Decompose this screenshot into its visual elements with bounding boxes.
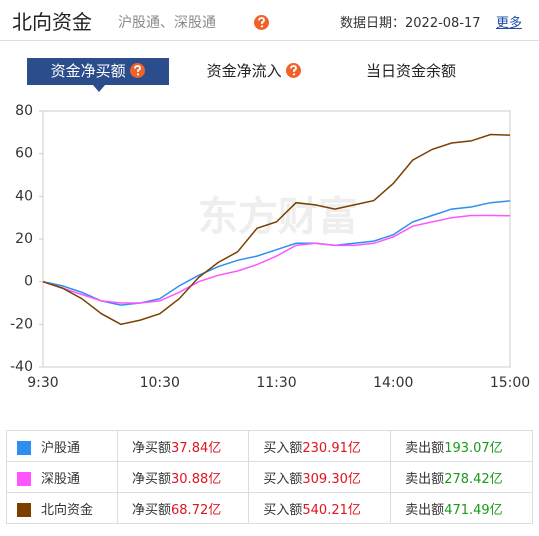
tab-active[interactable]: 资金净买额 xyxy=(27,58,169,92)
field-value: 540.21亿 xyxy=(302,502,361,518)
summary-table: 沪股通 净买额37.84亿 买入额230.91亿 卖出额193.07亿 深股通 净买额30… xyxy=(6,430,533,524)
line xyxy=(42,214,511,304)
data-date: 数据日期：2022-08-17 xyxy=(340,16,481,31)
x-tick-label: 14:00 xyxy=(373,375,413,391)
y-tick-label: -40 xyxy=(10,359,33,375)
legend-label: 深股通 xyxy=(41,471,81,487)
tab[interactable]: 资金净流入 xyxy=(183,58,325,85)
y-tick-label: 60 xyxy=(15,146,33,162)
field-value: 278.42亿 xyxy=(444,471,503,487)
y-tick-label: 20 xyxy=(15,231,33,247)
tab-label: 资金净买额 xyxy=(50,62,126,80)
field-value: 68.72亿 xyxy=(171,502,222,518)
field-label: 卖出额 xyxy=(405,440,445,456)
cell: 深股通 xyxy=(6,461,118,493)
x-tick-label: 15:00 xyxy=(490,375,530,391)
cell: 净买额30.88亿 xyxy=(116,461,250,493)
field-label: 买入额 xyxy=(263,440,303,456)
table-row: 深股通 净买额30.88亿 买入额309.30亿 卖出额278.42亿 xyxy=(6,461,533,493)
cell: 净买额68.72亿 xyxy=(116,492,250,524)
legend-label: 沪股通 xyxy=(41,440,81,456)
table-row: 沪股通 净买额37.84亿 买入额230.91亿 卖出额193.07亿 xyxy=(6,430,533,462)
field-value: 193.07亿 xyxy=(444,440,503,456)
chart: 东方财富 -40 -20 0 20 40 60 80 9:30 10:30 11:30 14:00 1… xyxy=(10,103,530,391)
tab-label: 资金净流入 xyxy=(206,62,282,80)
cell: 卖出额278.42亿 xyxy=(390,461,533,493)
y-tick-label: 80 xyxy=(15,103,33,119)
field-label: 卖出额 xyxy=(405,471,445,487)
field-value: 30.88亿 xyxy=(171,471,222,487)
table-row: 北向资金 净买额68.72亿 买入额540.21亿 卖出额471.49亿 xyxy=(6,492,533,524)
legend-swatch xyxy=(17,503,31,517)
legend-swatch xyxy=(17,472,31,486)
cell: 净买额37.84亿 xyxy=(116,430,250,462)
help-icon[interactable] xyxy=(130,63,146,78)
y-tick-label: 40 xyxy=(15,188,33,204)
field-label: 卖出额 xyxy=(405,502,445,518)
line xyxy=(42,133,511,326)
field-label: 净买额 xyxy=(132,440,172,456)
cell: 卖出额471.49亿 xyxy=(390,492,533,524)
legend-swatch xyxy=(17,441,31,455)
tab-label: 当日资金余额 xyxy=(365,62,456,80)
x-tick-label: 11:30 xyxy=(256,375,296,391)
y-tick-label: -20 xyxy=(10,316,33,332)
cell: 沪股通 xyxy=(6,430,118,462)
field-label: 买入额 xyxy=(263,502,303,518)
help-icon[interactable] xyxy=(286,63,302,78)
title: 北向资金 xyxy=(12,10,92,34)
field-label: 买入额 xyxy=(263,471,303,487)
cell: 北向资金 xyxy=(6,492,118,524)
cell: 卖出额193.07亿 xyxy=(390,430,533,462)
x-tick-label: 9:30 xyxy=(27,375,58,391)
field-value: 230.91亿 xyxy=(302,440,361,456)
field-value: 471.49亿 xyxy=(444,502,503,518)
legend-label: 北向资金 xyxy=(41,502,94,518)
line xyxy=(42,200,511,306)
field-value: 37.84亿 xyxy=(171,440,222,456)
watermark: 东方财富 xyxy=(198,194,358,240)
x-tick-label: 10:30 xyxy=(140,375,180,391)
tab[interactable]: 当日资金余额 xyxy=(340,58,482,85)
more-link[interactable]: 更多 xyxy=(496,16,523,31)
cell: 买入额230.91亿 xyxy=(248,430,392,462)
subtitle: 沪股通、深股通 xyxy=(118,15,216,31)
field-label: 净买额 xyxy=(132,502,172,518)
tab-pointer xyxy=(93,85,105,92)
cell: 买入额540.21亿 xyxy=(248,492,392,524)
header: 北向资金 沪股通、深股通 数据日期：2022-08-17 更多 xyxy=(0,0,539,41)
help-icon[interactable] xyxy=(254,15,269,30)
y-tick-label: 0 xyxy=(24,274,33,290)
field-label: 净买额 xyxy=(132,471,172,487)
cell: 买入额309.30亿 xyxy=(248,461,392,493)
field-value: 309.30亿 xyxy=(302,471,361,487)
